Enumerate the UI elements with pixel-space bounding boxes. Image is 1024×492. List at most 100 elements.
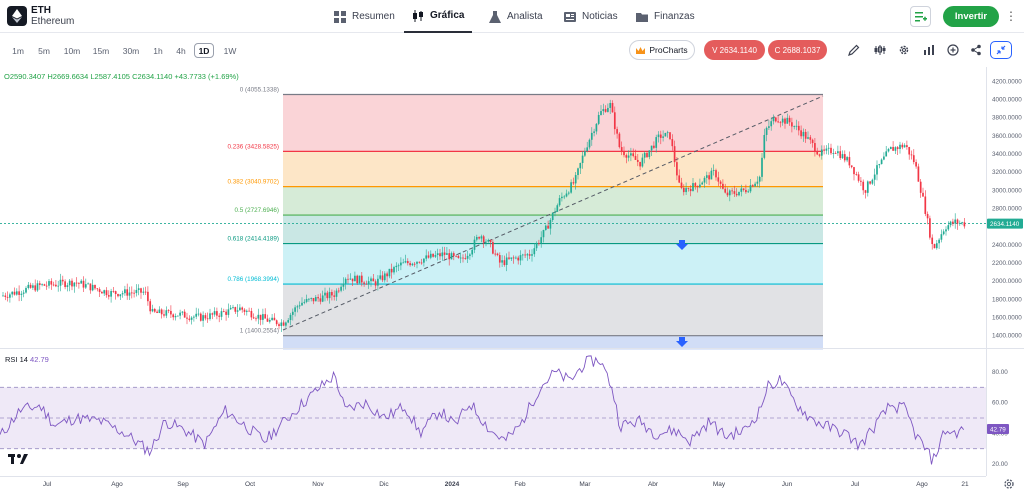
candle-body xyxy=(524,254,526,256)
time-axis-tick: Mar xyxy=(579,481,591,488)
time-axis-tick: 2024 xyxy=(445,481,460,488)
sell-price-button[interactable]: V 2634.1140 xyxy=(704,40,765,60)
candle-body xyxy=(119,294,122,297)
timeframe-30m[interactable]: 30m xyxy=(122,45,140,56)
tab-finanzas[interactable]: Finanzas xyxy=(636,0,695,33)
candle-body xyxy=(98,289,101,292)
candle-body xyxy=(367,281,370,285)
candle-body xyxy=(820,149,823,156)
more-options-icon[interactable]: ⋮ xyxy=(1005,9,1017,23)
timeframe-1h[interactable]: 1h xyxy=(153,45,163,56)
procharts-label: ProCharts xyxy=(649,45,688,55)
grid-icon xyxy=(334,10,346,23)
candle-body xyxy=(926,213,929,219)
candle-body xyxy=(25,288,27,293)
tab-analista[interactable]: Analista xyxy=(489,0,543,33)
candle-body xyxy=(291,311,294,315)
buy-price-button[interactable]: C 2688.1037 xyxy=(768,40,827,60)
candle-body xyxy=(860,180,862,182)
gear-icon[interactable] xyxy=(897,43,911,57)
candle-body xyxy=(705,175,708,178)
price-axis-tick: 4000.0000 xyxy=(992,97,1022,104)
share-icon[interactable] xyxy=(969,43,983,57)
price-axis-tick: 1600.0000 xyxy=(992,315,1022,322)
candle-body xyxy=(266,318,269,322)
time-axis-tick: Jul xyxy=(43,481,52,488)
candle-body xyxy=(441,252,444,257)
timeframe-15m[interactable]: 15m xyxy=(92,45,110,56)
folder-icon xyxy=(636,12,648,22)
candle-body xyxy=(358,275,361,284)
indicators-icon[interactable] xyxy=(873,43,887,57)
candle-body xyxy=(630,153,632,156)
candle-body xyxy=(296,306,299,308)
candle-body xyxy=(374,281,377,286)
candle-body xyxy=(653,145,655,148)
candle-body xyxy=(411,263,414,266)
candle-body xyxy=(241,307,244,310)
candle-body xyxy=(604,109,607,112)
timeframe-10m[interactable]: 10m xyxy=(63,45,81,56)
candle-body xyxy=(153,308,156,312)
candle-body xyxy=(770,121,773,127)
candle-body xyxy=(193,316,195,318)
timeframe-1d[interactable]: 1D xyxy=(194,43,214,58)
candle-body xyxy=(282,322,285,326)
candle-body xyxy=(202,315,204,321)
candle-body xyxy=(68,280,71,286)
candle-body xyxy=(351,278,354,282)
candle-body xyxy=(331,291,333,296)
price-chart[interactable]: 0 (4055.1338) 0.236 (3428.5825) 0.382 (304… xyxy=(0,67,1024,492)
candle-body xyxy=(160,309,163,315)
timeframe-1m[interactable]: 1m xyxy=(12,45,24,56)
candle-body xyxy=(41,284,43,286)
candle-body xyxy=(73,282,76,287)
candle-body xyxy=(613,112,616,130)
candle-body xyxy=(110,291,112,297)
tab-grafica-label: Gráfica xyxy=(430,10,465,21)
candle-body xyxy=(259,314,262,320)
candle-body xyxy=(105,290,108,296)
procharts-button[interactable]: ProCharts xyxy=(629,40,695,60)
newspaper-icon xyxy=(564,11,576,22)
candle-body xyxy=(450,253,453,260)
candle-body xyxy=(480,236,483,239)
candle-body xyxy=(498,255,501,263)
candle-body xyxy=(305,298,308,302)
fib-extension-band xyxy=(283,335,823,350)
tab-resumen[interactable]: Resumen xyxy=(334,0,395,33)
candle-body xyxy=(618,133,621,148)
candle-body xyxy=(167,310,170,312)
chart-settings-icon[interactable] xyxy=(1003,477,1015,489)
candle-body xyxy=(689,188,692,192)
timeframe-4h[interactable]: 4h xyxy=(176,45,186,56)
timeframe-1w[interactable]: 1W xyxy=(223,45,237,56)
invest-button[interactable]: Invertir xyxy=(943,6,999,27)
tab-grafica[interactable]: Gráfica xyxy=(404,0,473,33)
candle-body xyxy=(172,314,175,318)
candle-body xyxy=(446,253,448,255)
candle-body xyxy=(788,117,791,123)
candle-body xyxy=(636,159,639,162)
flask-icon xyxy=(489,10,501,23)
candle-body xyxy=(620,147,623,152)
compare-add-icon[interactable] xyxy=(946,43,960,57)
candle-body xyxy=(273,317,276,321)
fib-band xyxy=(283,186,823,216)
chart-area[interactable]: 0 (4055.1338) 0.236 (3428.5825) 0.382 (304… xyxy=(0,67,1024,492)
candle-body xyxy=(749,185,752,192)
candle-body xyxy=(245,310,248,312)
candle-body xyxy=(176,315,179,317)
timeframe-5m[interactable]: 5m xyxy=(38,45,50,56)
candle-body xyxy=(722,183,724,189)
bar-chart-icon[interactable] xyxy=(922,43,936,57)
pencil-icon[interactable] xyxy=(847,43,861,57)
candle-body xyxy=(38,283,41,285)
collapse-fullscreen-button[interactable] xyxy=(990,41,1012,59)
candle-body xyxy=(873,174,876,180)
add-watchlist-button[interactable] xyxy=(910,6,931,27)
candle-body xyxy=(641,157,644,167)
candle-body xyxy=(464,258,467,259)
arrow-down-icon xyxy=(676,240,688,250)
tab-noticias[interactable]: Noticias xyxy=(564,0,618,33)
